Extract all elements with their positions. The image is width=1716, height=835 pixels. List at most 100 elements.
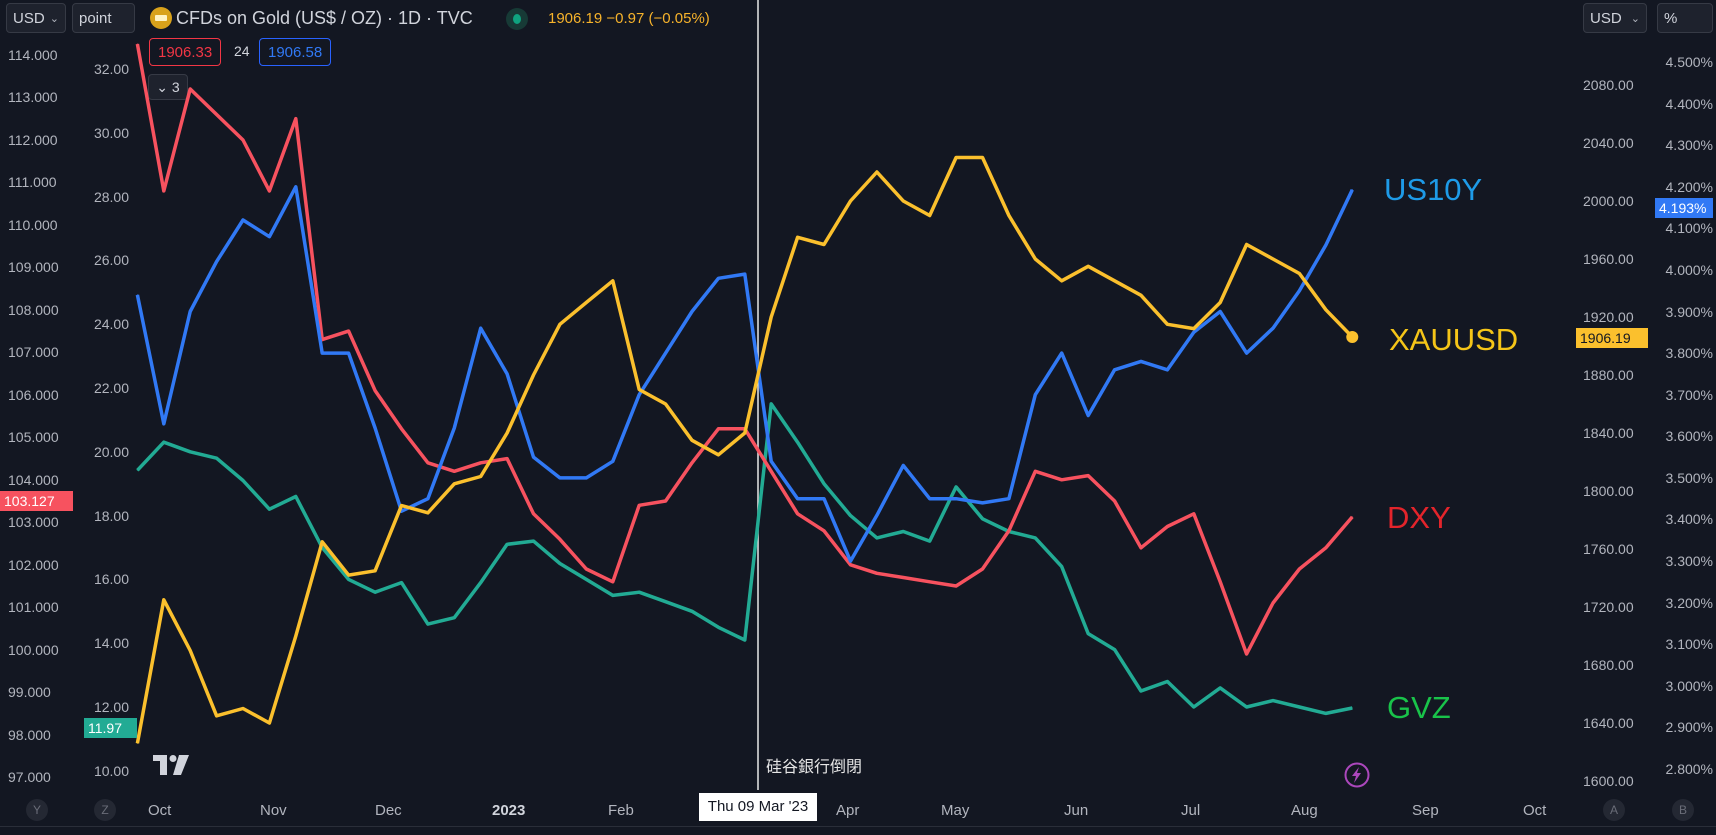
data-point-us10y [374, 427, 376, 429]
data-point-xauusd [665, 403, 667, 405]
time-tick-label: Jun [1064, 802, 1089, 819]
scale-a-button[interactable]: A [1603, 799, 1625, 821]
data-point-gvz [242, 480, 244, 482]
data-point-dxy [1298, 568, 1300, 570]
data-point-us10y [849, 560, 851, 562]
data-point-us10y [1351, 189, 1353, 191]
data-point-gvz [955, 486, 957, 488]
left-point-tick-label: 10.00 [93, 762, 129, 779]
data-point-xauusd [427, 512, 429, 514]
right-percent-tick-label: 3.800% [1665, 345, 1713, 362]
time-tick-label: May [941, 802, 970, 819]
data-point-gvz [770, 403, 772, 405]
left-unit-select[interactable]: point [72, 3, 135, 33]
data-point-us10y [691, 311, 693, 313]
lightning-icon[interactable] [1343, 761, 1371, 789]
data-point-xauusd [823, 244, 825, 245]
data-point-gvz [1114, 649, 1116, 651]
right-percent-tick-label: 2.800% [1665, 761, 1713, 778]
data-point-dxy [1087, 475, 1089, 477]
left-usd-tick-label: 114.000 [8, 47, 58, 63]
right-percent-tick-label: 3.100% [1665, 636, 1713, 653]
data-point-gvz [797, 441, 799, 443]
data-point-xauusd [717, 454, 719, 456]
data-point-xauusd [876, 171, 878, 173]
data-point-xauusd [559, 323, 561, 325]
data-point-gvz [453, 617, 455, 619]
series-line-xauusd[interactable] [135, 155, 1354, 744]
data-point-dxy [1034, 470, 1036, 472]
data-point-xauusd [136, 742, 138, 744]
us10y-last-value-badge: 4.193% [1655, 198, 1713, 218]
data-point-xauusd [1246, 244, 1248, 245]
buy-price-button[interactable]: 1906.58 [259, 38, 332, 66]
left-point-tick-label: 20.00 [93, 443, 129, 460]
data-point-gvz [295, 495, 297, 497]
series-line-gvz[interactable] [136, 402, 1353, 716]
indicators-collapse-button[interactable]: ⌄ 3 [148, 74, 188, 100]
data-point-xauusd [797, 236, 799, 238]
right-usd-tick-label: 1720.00 [1583, 599, 1634, 615]
data-point-gvz [1246, 706, 1248, 708]
data-point-xauusd [612, 280, 614, 282]
right-currency-value: USD [1590, 10, 1622, 27]
data-point-gvz [163, 441, 165, 443]
left-usd-tick-label: 111.000 [8, 174, 57, 191]
data-point-us10y [1034, 394, 1036, 396]
time-tick-label: Aug [1291, 802, 1318, 819]
right-usd-tick-label: 1640.00 [1583, 715, 1634, 731]
data-point-xauusd [1034, 258, 1036, 260]
scale-z-button[interactable]: Z [94, 799, 116, 821]
right-percent-tick-label: 4.300% [1665, 137, 1713, 154]
data-point-us10y [163, 423, 165, 425]
data-point-us10y [585, 477, 587, 479]
left-currency-select[interactable]: USD ⌄ [6, 3, 66, 33]
right-usd-tick-label: 1760.00 [1583, 541, 1634, 557]
data-point-gvz [374, 591, 376, 593]
data-point-dxy [691, 462, 693, 464]
symbol-title[interactable]: CFDs on Gold (US$ / OZ) · 1D · TVC [176, 8, 473, 28]
series-label-us10y: US10Y [1384, 172, 1483, 207]
right-unit-select[interactable]: % [1657, 3, 1713, 33]
data-point-dxy [1219, 581, 1221, 583]
scale-b-button[interactable]: B [1672, 799, 1694, 821]
data-point-gvz [1272, 700, 1274, 702]
left-currency-value: USD [13, 10, 45, 27]
data-point-us10y [929, 498, 931, 500]
data-point-dxy [400, 428, 402, 430]
data-point-us10y [295, 186, 297, 188]
time-tick-label: Jul [1181, 802, 1201, 819]
data-point-gvz [744, 639, 746, 641]
scale-y-button[interactable]: Y [26, 799, 48, 821]
left-usd-tick-label: 97.000 [8, 769, 51, 786]
data-point-us10y [1246, 352, 1248, 354]
series-line-dxy[interactable] [135, 43, 1354, 656]
data-point-gvz [612, 594, 614, 596]
left-point-tick-label: 24.00 [93, 316, 129, 333]
data-point-dxy [506, 458, 508, 460]
time-axis-border [0, 826, 1716, 827]
data-point-dxy [189, 88, 191, 90]
market-status-icon[interactable] [506, 8, 528, 30]
right-usd-tick-label: 2040.00 [1583, 135, 1634, 151]
right-percent-tick-label: 4.500% [1665, 54, 1713, 70]
right-percent-tick-label: 3.500% [1665, 469, 1713, 486]
left-usd-tick-label: 112.000 [8, 131, 58, 148]
time-tick-label: Nov [260, 802, 287, 819]
right-percent-tick-label: 4.100% [1665, 220, 1713, 237]
left-point-tick-label: 16.00 [93, 571, 129, 588]
data-point-gvz [506, 543, 508, 545]
right-currency-select[interactable]: USD ⌄ [1583, 3, 1647, 33]
left-usd-tick-label: 110.000 [8, 216, 58, 233]
data-point-xauusd [1008, 215, 1010, 216]
data-point-xauusd [585, 302, 587, 303]
left-usd-tick-label: 101.000 [8, 599, 59, 616]
sell-price-button[interactable]: 1906.33 [149, 38, 222, 66]
data-point-dxy [427, 462, 429, 464]
data-point-xauusd [400, 505, 402, 506]
right-unit-value: % [1664, 10, 1678, 27]
data-point-us10y [638, 394, 640, 396]
data-point-us10y [189, 311, 191, 313]
series-line-us10y[interactable] [135, 185, 1354, 563]
